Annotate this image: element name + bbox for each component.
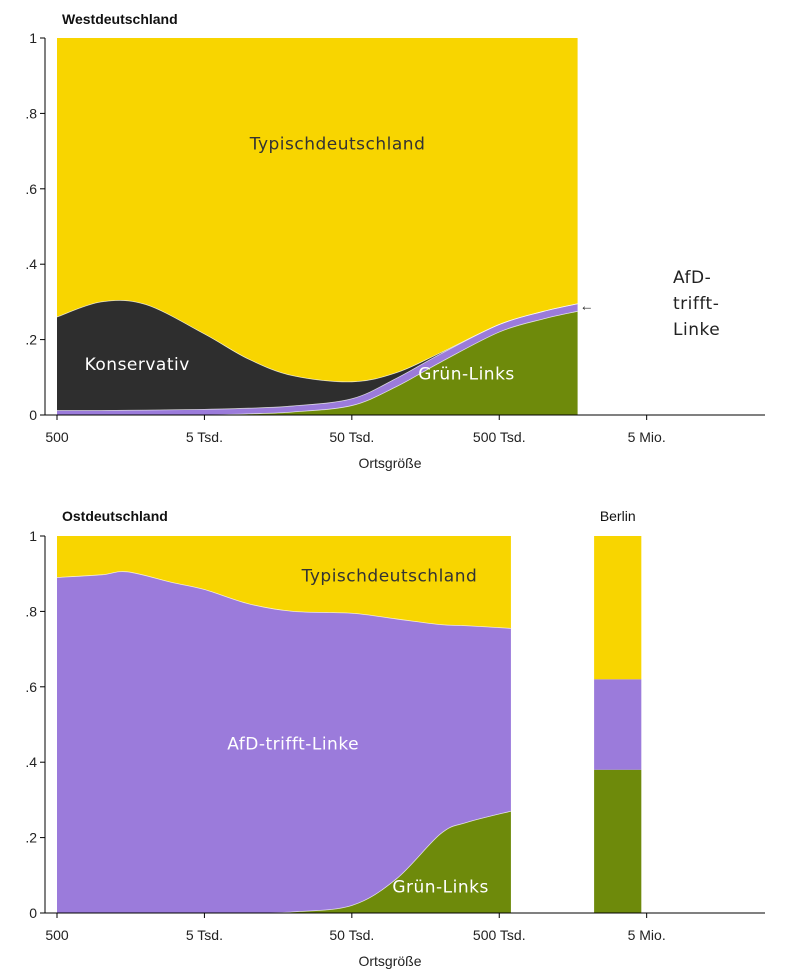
y-tick-label: 1 bbox=[29, 30, 37, 46]
area-typischdeutschland bbox=[57, 38, 578, 382]
callout-arrow: ← bbox=[580, 298, 594, 314]
x-axis-title: Ortsgröße bbox=[358, 455, 421, 471]
x-axis-title: Ortsgröße bbox=[358, 953, 421, 969]
area-gr-n-links bbox=[57, 311, 578, 416]
chart-panel-ostdeutschland: Ostdeutschland Berlin 0 .2 .4 .6 .8 1 500 5 Tsd. 5… bbox=[25, 508, 765, 969]
annotation-gr-n-links: Grün-Links bbox=[392, 878, 489, 898]
x-tick-label: 500 Tsd. bbox=[473, 429, 526, 445]
chart-title: Ostdeutschland bbox=[62, 508, 168, 524]
y-tick-label: .2 bbox=[25, 830, 37, 846]
seam-afd-trifft-linke bbox=[56, 571, 511, 629]
area-afd-trifft-linke bbox=[57, 571, 511, 914]
x-tick-label: 50 Tsd. bbox=[329, 927, 374, 943]
berlin-label: Berlin bbox=[600, 508, 636, 524]
y-tick-label: .8 bbox=[25, 105, 37, 121]
x-tick-label: 500 Tsd. bbox=[473, 927, 526, 943]
callout-line: AfD- bbox=[673, 268, 711, 288]
berlin-bar-typischdeutschland bbox=[594, 536, 642, 680]
callout-line: Linke bbox=[673, 320, 720, 340]
berlin-bar-gr-n-links bbox=[594, 769, 642, 913]
y-tick-label: 1 bbox=[29, 528, 37, 544]
annotation-typischdeutschland: Typischdeutschland bbox=[301, 567, 478, 587]
annotation-typischdeutschland: Typischdeutschland bbox=[249, 135, 426, 155]
y-tick-label: .2 bbox=[25, 332, 37, 348]
annotation-afd-trifft-linke: AfD-trifft-Linke bbox=[227, 734, 359, 754]
x-tick-label: 50 Tsd. bbox=[329, 429, 374, 445]
y-tick-label: .4 bbox=[25, 256, 37, 272]
chart-panel-westdeutschland: Westdeutschland 0 .2 .4 .6 .8 1 500 5 Tsd. 50 Tsd… bbox=[25, 11, 765, 471]
y-tick-label: .6 bbox=[25, 181, 37, 197]
x-tick-label: 500 bbox=[45, 927, 69, 943]
y-tick-label: .8 bbox=[25, 603, 37, 619]
y-tick-label: 0 bbox=[29, 905, 37, 921]
annotation-gr-n-links: Grün-Links bbox=[418, 365, 515, 385]
seam-konservativ bbox=[56, 300, 578, 383]
annotation-konservativ: Konservativ bbox=[85, 355, 190, 375]
y-tick-label: 0 bbox=[29, 407, 37, 423]
x-tick-label: 5 Tsd. bbox=[186, 429, 223, 445]
y-tick-label: .4 bbox=[25, 754, 37, 770]
x-tick-label: 5 Mio. bbox=[628, 927, 666, 943]
berlin-bar-afd-trifft-linke bbox=[594, 679, 642, 770]
x-tick-label: 500 bbox=[45, 429, 69, 445]
area-gr-n-links bbox=[57, 811, 511, 914]
area-typischdeutschland bbox=[57, 536, 511, 629]
x-tick-label: 5 Tsd. bbox=[186, 927, 223, 943]
y-tick-label: .6 bbox=[25, 679, 37, 695]
x-tick-label: 5 Mio. bbox=[628, 429, 666, 445]
chart-title: Westdeutschland bbox=[62, 11, 178, 27]
callout-line: trifft- bbox=[673, 294, 719, 314]
area-konservativ bbox=[57, 300, 578, 411]
